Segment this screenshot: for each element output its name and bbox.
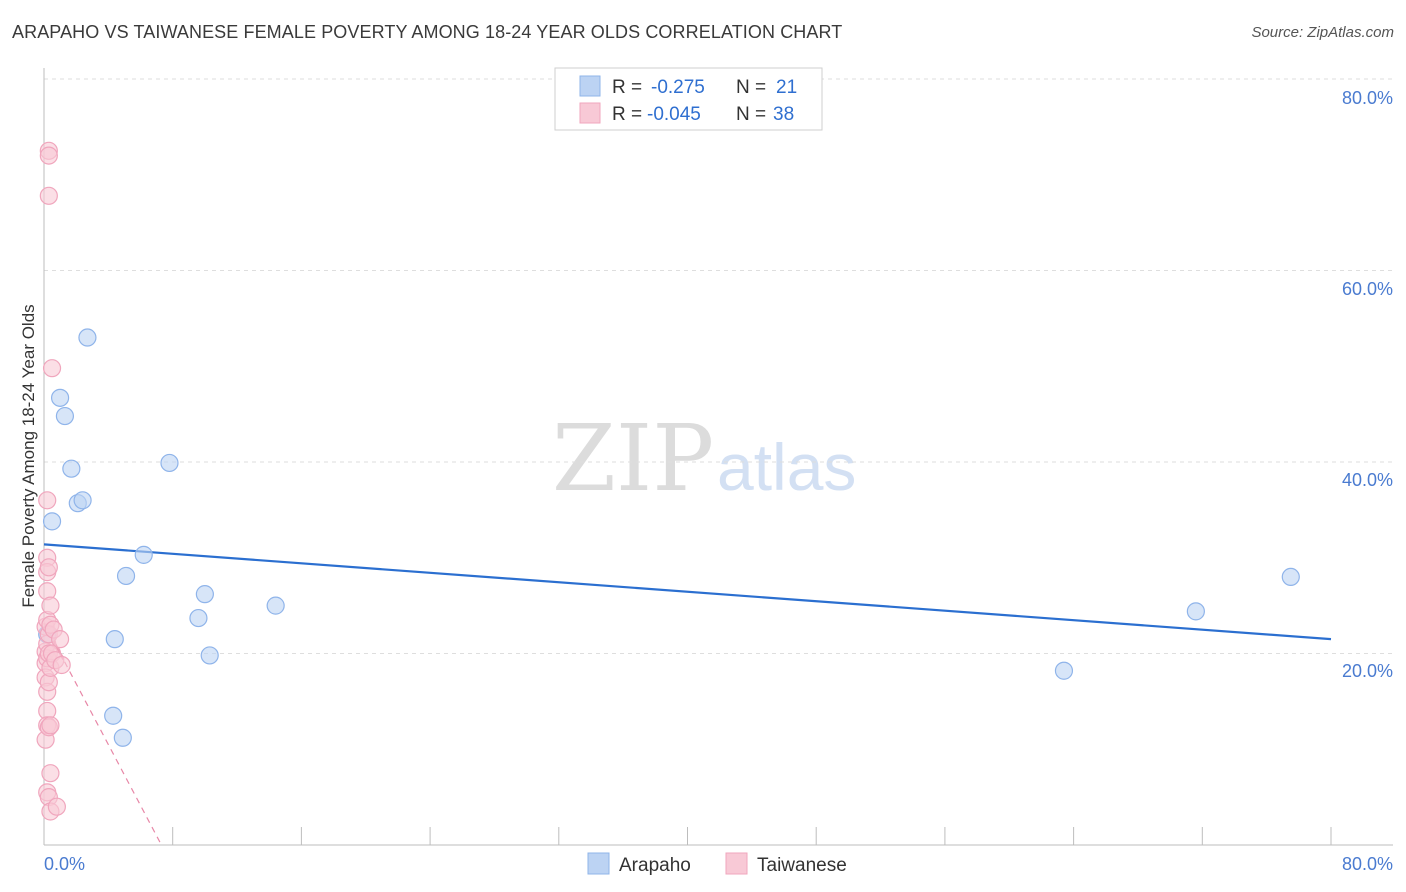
trend-line-dashed-taiwanese (43, 622, 162, 846)
y-tick-label-40: 40.0% (1342, 470, 1393, 490)
legend-n-label-taiwanese: N = (736, 104, 766, 125)
point-arapaho-4 (62, 459, 81, 478)
y-tick-label-80: 80.0% (1342, 88, 1393, 108)
point-taiwanese-36 (50, 630, 70, 649)
x-tick-label-max: 80.0% (1342, 854, 1393, 874)
bottom-legend-swatch-taiwanese (725, 852, 748, 875)
watermark-atlas: atlas (717, 430, 856, 504)
point-arapaho-8 (104, 706, 123, 725)
data-points (36, 141, 1300, 821)
point-arapaho-10 (113, 728, 132, 747)
point-taiwanese-18 (39, 186, 58, 205)
point-arapaho-19 (1186, 602, 1205, 621)
bottom-legend-label-taiwanese: Taiwanese (757, 855, 847, 876)
legend-r-label-taiwanese: R = (612, 104, 642, 125)
trend-lines (43, 543, 1332, 846)
point-arapaho-20 (1281, 567, 1300, 587)
point-arapaho-18 (1054, 661, 1074, 680)
point-taiwanese-35 (47, 797, 66, 816)
point-taiwanese-37 (52, 655, 71, 675)
point-taiwanese-17 (39, 146, 58, 165)
point-arapaho-11 (116, 566, 136, 586)
point-arapaho-13 (160, 453, 179, 473)
y-tick-label-20: 20.0% (1342, 661, 1393, 681)
source-label: Source: ZipAtlas.com (1251, 24, 1394, 41)
point-taiwanese-31 (42, 359, 62, 378)
point-taiwanese-19 (39, 558, 58, 577)
point-arapaho-3 (55, 406, 75, 426)
point-taiwanese-5 (38, 491, 57, 510)
point-taiwanese-28 (41, 716, 60, 735)
y-tick-label-60: 60.0% (1342, 279, 1393, 299)
legend-n-value-taiwanese: 38 (773, 104, 794, 125)
point-arapaho-1 (42, 512, 62, 531)
legend-r-value-arapaho: -0.275 (651, 77, 705, 98)
legend-r-label-arapaho: R = (612, 77, 642, 98)
bottom-legend-swatch-arapaho (587, 852, 610, 875)
chart-title: ARAPAHO VS TAIWANESE FEMALE POVERTY AMON… (12, 22, 843, 42)
legend-n-label-arapaho: N = (736, 77, 766, 98)
correlation-legend: R = -0.275 N = 21 R = -0.045 N = 38 (554, 67, 823, 131)
trend-line-arapaho (43, 543, 1332, 641)
series-legend: Arapaho Taiwanese (587, 852, 847, 876)
point-arapaho-7 (78, 328, 97, 347)
legend-swatch-taiwanese (579, 102, 601, 124)
point-taiwanese-29 (41, 764, 60, 783)
legend-swatch-arapaho (579, 75, 601, 97)
y-axis-title: Female Poverty Among 18-24 Year Olds (19, 304, 38, 607)
point-arapaho-14 (189, 608, 208, 628)
x-tick-label-min: 0.0% (44, 854, 85, 874)
point-arapaho-9 (105, 630, 124, 649)
point-arapaho-17 (266, 596, 285, 615)
watermark-zip: ZIP (552, 405, 714, 512)
gridlines (44, 78, 1393, 654)
legend-n-value-arapaho: 21 (776, 77, 797, 98)
point-arapaho-15 (195, 585, 214, 604)
point-arapaho-16 (200, 646, 219, 665)
point-arapaho-2 (50, 388, 70, 407)
legend-r-value-taiwanese: -0.045 (647, 104, 701, 125)
bottom-legend-label-arapaho: Arapaho (619, 855, 691, 876)
point-taiwanese-25 (41, 596, 60, 615)
point-arapaho-6 (73, 491, 92, 510)
point-arapaho-12 (134, 545, 153, 564)
